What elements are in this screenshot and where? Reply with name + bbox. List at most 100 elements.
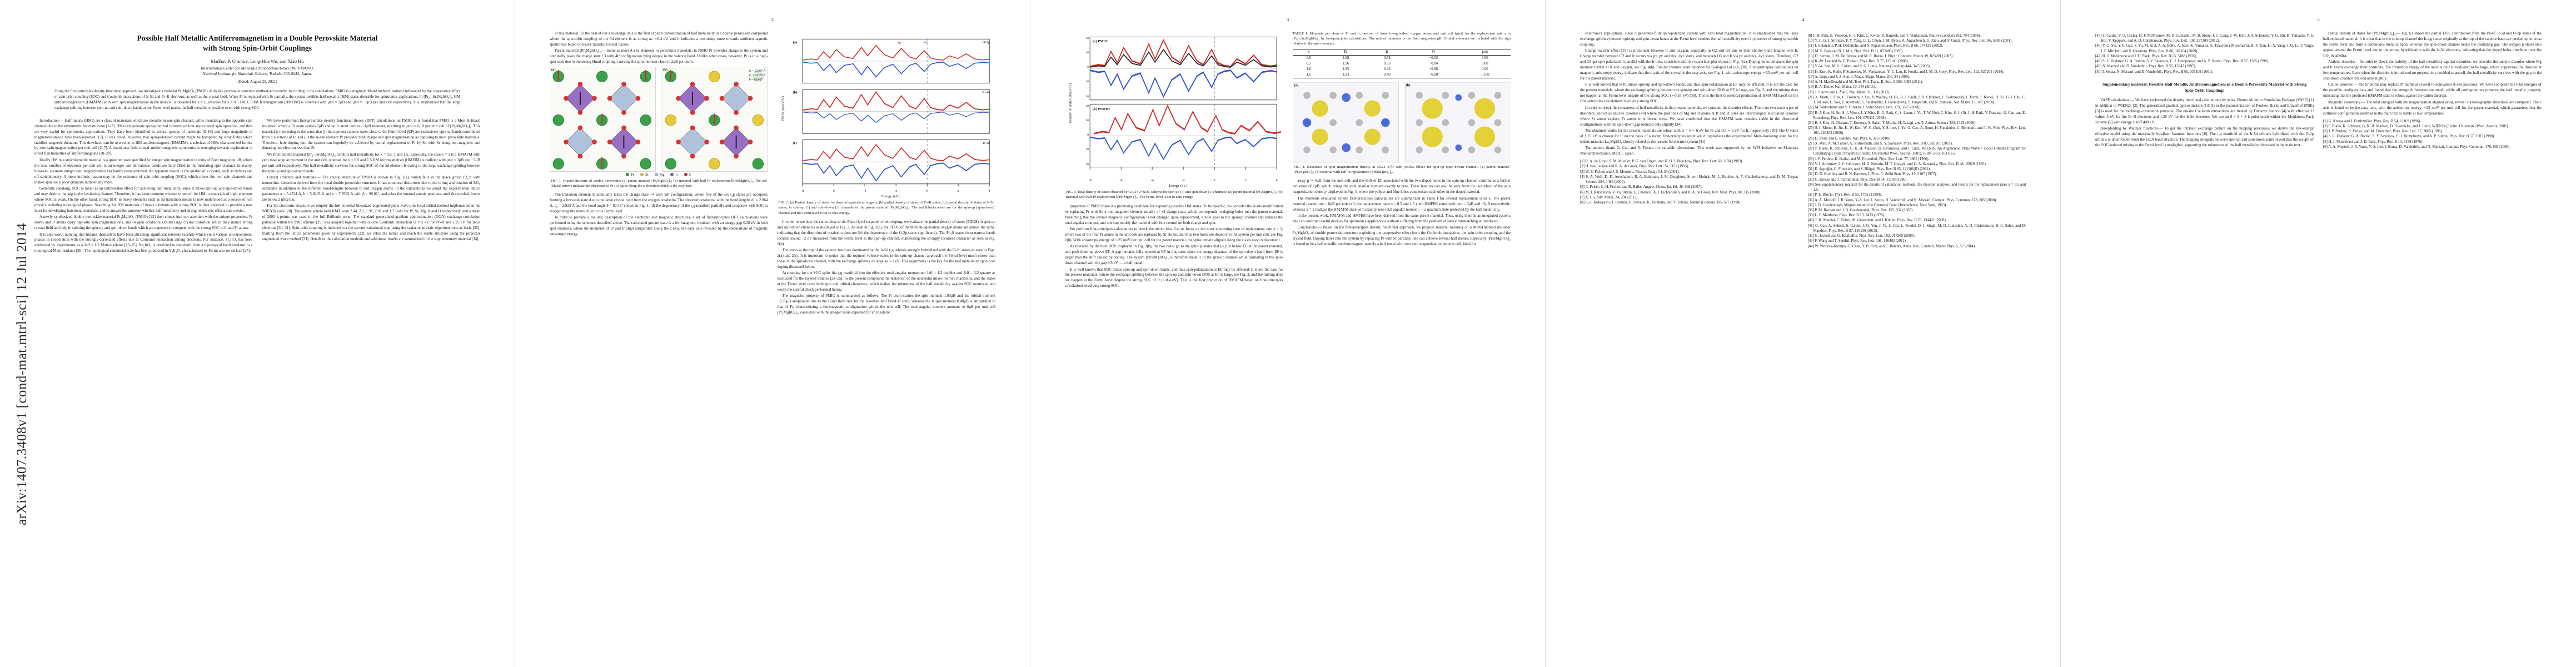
reference-entry: [48] S. L. Dudarev, G. A. Botton, S. Y. … (2095, 59, 2269, 64)
page-1: arXiv:1407.3408v1 [cond-mat.mtrl-sci] 12… (0, 0, 515, 667)
reference-entry: [43] F. Wang and T. Senthil, Phys. Rev. … (1807, 239, 1907, 243)
crystal-structure-drawing (550, 67, 768, 172)
page3-col2-text: away μ ≃ 4μB from the unit cell, and the… (1293, 178, 1511, 247)
reference-entry: [39] L. F. Mattheiss, Phys. Rev. B 13, 2… (1807, 213, 1885, 218)
o-atom-icon (684, 173, 687, 177)
fig3-y-axis-label: Density of States (states/eV) (1068, 83, 1073, 123)
table-cell: −0.04 (1429, 62, 1438, 66)
reference-entry: [14] K.-W. Lee and W. E. Pickett, Phys. … (1807, 59, 1909, 64)
supplementary-reference-entry: [1] G. Kresse and J. Furthmüller, Phys. … (2323, 119, 2421, 123)
body-paragraph: properties of PMIO make it a promising c… (1065, 203, 1283, 225)
x-tick-label: -2 (894, 190, 898, 193)
body-paragraph: The authors thank G. Cao and Y. Tokura f… (1580, 146, 1798, 156)
fig1-annotation-d1: d₁ = 2.064 Å (749, 69, 766, 73)
reference-entry: [10] Y. Ji, G. J. Strijkers, F. Y. Yang,… (1807, 39, 2013, 43)
table-row: 0.0 1.98 0.59 −0.02 6.00 (1293, 55, 1511, 61)
table-cell: 0.46 (1383, 67, 1391, 72)
table-cell: 1.93 (1342, 73, 1349, 77)
reference-entry: [2] H. van Leuken and R. A. de Groot, Ph… (1580, 165, 1690, 169)
body-paragraph: Generally speaking, SOC is taken as an u… (34, 186, 253, 213)
table-cell: 0.40 (1383, 73, 1391, 77)
body-paragraph: Conclusions.— Based on the first-princip… (1292, 225, 1511, 247)
fig2-panel-a-tag: O-2p (982, 41, 990, 44)
page-number: 2 (771, 17, 774, 22)
body-paragraph: Charge-transfer effect [37] is prominent… (1580, 48, 1798, 81)
figure-2-caption: FIG. 2. (a) Partial density of states fo… (778, 201, 995, 215)
legend-item-o: O (684, 173, 691, 177)
page2-column-left: in this material. To the best of our kno… (550, 31, 768, 238)
supplementary-reference-entry: [4] S. L. Dudarev, G. A. Botton, S. Y. S… (2323, 135, 2495, 139)
page1-column-left: Introduction.— Half metals (HMs) are a c… (34, 118, 253, 255)
supplementary-reference-entry: [6] A. A. Mostofi, J. R. Yates, Y.-S. Le… (2323, 145, 2511, 149)
page4-column-left: spintronics applications, since it gener… (1580, 31, 1798, 205)
body-paragraph: In the present work, HMAFM and HMFIM hav… (1292, 213, 1511, 223)
page-number: 5 (2317, 17, 2320, 22)
y-tick-label: 0 (1087, 133, 1089, 137)
page1-column-right: We have performed first-principles densi… (262, 118, 481, 243)
x-tick-label: -4 (863, 190, 866, 193)
body-paragraph: in this material. To the best of our kno… (550, 31, 768, 47)
supplementary-col1-text: VASP calculations.— We have performed th… (2095, 98, 2314, 148)
references-column-continued: [45] S. Calder, V. O. Garlea, D. F. McMo… (2095, 33, 2314, 74)
reference-entry: [45] S. Calder, V. O. Garlea, D. F. McMo… (2095, 34, 2314, 43)
table-cell: 3.00 (1481, 62, 1488, 66)
fig1-bond-annotations: d₁ = 2.064 Å d₂ = 2.023 Å θ = 80.42° (748, 69, 767, 83)
legend-item-mg: Mg (654, 173, 664, 177)
table-1-caption: TABLE I. Moments per atom of Pr and Ir, … (1292, 32, 1511, 46)
page-2: 2 in this material. To the best of our k… (515, 0, 1030, 667)
reference-entry: [4] S. A. Wolf, D. D. Awschalom, R. A. B… (1580, 175, 1798, 185)
y-tick-label: 20 (1085, 37, 1089, 40)
authors-line: Madhav P. Ghimire, Long-Hua Wu, and Xiao… (211, 58, 304, 64)
fig3-panel-a-label: (a) PMIO (1093, 39, 1108, 43)
fig3-spin-up-arrow-b: ↑ (1169, 115, 1172, 119)
reference-entry: [46] Y. G. Shi, Y. F. Guo, S. Yu, M. Ara… (2095, 44, 2314, 53)
reference-entry: [49] N. Marzari and D. Vanderbilt, Phys.… (2095, 64, 2196, 69)
table-cell: 0.5 (1306, 62, 1312, 66)
fig2-y-axis-label: PDOS (states/eV) (781, 96, 785, 121)
body-paragraph: It is well known that SOC mixes spin-up … (1065, 267, 1283, 288)
fig1-panel-b-label: (b) (663, 68, 668, 72)
table-cell: −3.00 (1480, 73, 1489, 77)
supplementary-reference-entry: [2] P. Blaha, K. Schwarz, G. K. H. Madse… (2323, 124, 2509, 128)
page5-column-left: [45] S. Calder, V. O. Garlea, D. F. McMo… (2095, 31, 2314, 149)
table-cell: 0.59 (1383, 56, 1391, 61)
y-tick-label: 20 (1085, 162, 1089, 166)
fig4-panel-b-label: (b) (1406, 83, 1411, 87)
reference-entry: [11] I. Galanakis, P. H. Dederichs, and … (1807, 44, 1944, 48)
reference-entry: [28] P. Blaha, K. Schwarz, G. K. H. Mads… (1807, 147, 2026, 156)
body-paragraph: Ideally HM in a stoichiometric material … (34, 157, 253, 185)
body-paragraph: The moments evaluated by the first-princ… (1292, 196, 1511, 212)
reference-entry: [41] G. Cao, A. Subedi, S. Calder, J.-Q.… (1807, 223, 2026, 233)
affiliation-line2: National Institute for Materials Science… (202, 71, 312, 77)
x-tick-label: 4 (1275, 179, 1278, 183)
fig3-x-tick-labels: -8 -6 -4 -2 0 2 4 (1073, 179, 1283, 184)
page2-col1-bottom-text: The transition element Ir nominally take… (550, 192, 768, 237)
table-header-cell: μtot (1459, 49, 1511, 56)
table-row: 0.5 1.96 0.53 −0.04 3.00 (1293, 61, 1511, 67)
x-tick-label: 4 (988, 190, 990, 193)
x-tick-label: -8 (801, 190, 804, 193)
table-1-block: TABLE I. Moments per atom of Pr and Ir, … (1292, 31, 1511, 78)
reference-entry: [1] R. A. de Groot, F. M. Mueller, P. G.… (1580, 160, 1743, 164)
body-paragraph: Introduction.— Half metals (HMs) are a c… (34, 118, 253, 156)
body-paragraph: Crystal structure and methods.— The crys… (262, 175, 481, 202)
spin-density-drawing (1292, 82, 1511, 163)
arxiv-stamp: arXiv:1407.3408v1 [cond-mat.mtrl-sci] 12… (14, 223, 29, 525)
reference-entry: [5] C. Felser, G. H. Fecher, and B. Balk… (1580, 185, 1702, 190)
reference-entry: [50] I. Souza, N. Marzari, and D. Vander… (2095, 69, 2214, 74)
supplementary-paragraph: Partial density of states for [PrSrMgIrO… (2323, 31, 2542, 58)
fig2-x-axis-label: Energy (eV) (881, 195, 900, 199)
references-column-left: [1] R. A. de Groot, F. M. Mueller, P. G.… (1580, 159, 1798, 205)
x-tick-label: 0 (1213, 179, 1215, 183)
reference-entry: [32] D. D. Koelling and B. N. Harmon, J.… (1807, 172, 1937, 177)
reference-entry: [30] V. I. Anisimov, I. V. Solovyev, M. … (1807, 162, 1987, 166)
page-3: 3 Density of States (states/eV) (1030, 0, 1546, 667)
table-cell: 1.0 (1306, 67, 1312, 72)
y-tick-label: 10 (1085, 80, 1089, 84)
table-header-cell: Pr (1325, 49, 1367, 56)
figure-3-total-dos: Density of States (states/eV) (1065, 33, 1283, 200)
fig2-panel-b-label: (b) (793, 91, 798, 94)
fig3-panel-b-label: (b) PSMIO (1093, 107, 1110, 111)
